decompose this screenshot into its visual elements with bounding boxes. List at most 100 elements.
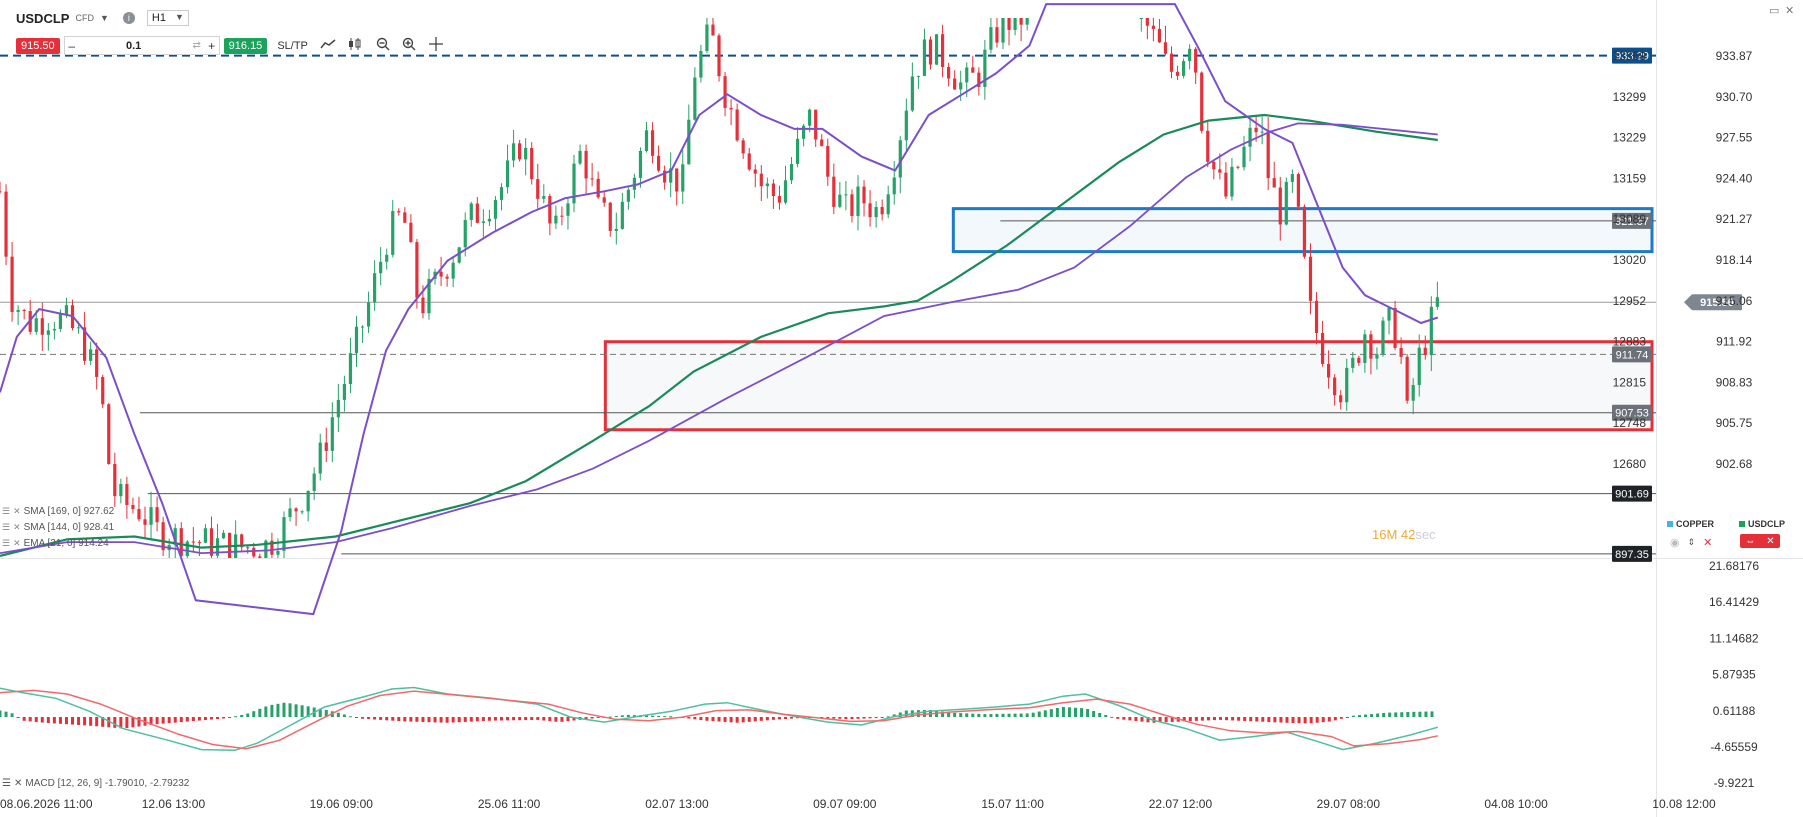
- candle-bull: [638, 150, 643, 178]
- legend-copper[interactable]: COPPER: [1667, 519, 1714, 529]
- level-label-907.53: 907.53: [1615, 408, 1649, 420]
- reorder-icon[interactable]: ⇔: [1745, 535, 1756, 547]
- zoom-in-icon[interactable]: [402, 37, 416, 54]
- legend-usdclp-label: USDCLP: [1748, 519, 1786, 529]
- candle-bear: [137, 509, 141, 520]
- indicator-remove-icon[interactable]: ✕: [13, 506, 21, 516]
- candle-bull: [1242, 146, 1246, 168]
- minimize-icon[interactable]: ▭: [1769, 5, 1780, 17]
- visibility-icon[interactable]: ◉: [1670, 537, 1680, 549]
- close-icon[interactable]: ✕: [1785, 5, 1795, 17]
- indicator-settings-icon[interactable]: ☰: [2, 506, 11, 516]
- macd-histogram-bar-negative: [16, 717, 20, 719]
- indicator-settings-icon[interactable]: ☰: [2, 538, 11, 548]
- time-tick: 04.08 10:00: [1484, 797, 1548, 811]
- macd-histogram-bar-negative: [71, 717, 75, 725]
- indicator-settings-icon[interactable]: ☰: [2, 522, 11, 532]
- macd-histogram-bar-positive: [1412, 711, 1416, 718]
- timeframe-select[interactable]: H1 ▼: [146, 10, 189, 26]
- candle-bull: [119, 484, 123, 497]
- macd-histogram-bar-negative: [868, 717, 872, 719]
- buy-button[interactable]: 916.15: [223, 37, 268, 54]
- macd-histogram-bar-negative: [856, 717, 860, 719]
- macd-histogram-bar-negative: [1140, 717, 1144, 722]
- legend-copper-label: COPPER: [1676, 519, 1715, 529]
- info-icon[interactable]: i: [122, 12, 135, 24]
- macd-histogram-bar-negative: [481, 717, 485, 722]
- line-chart-icon[interactable]: [320, 38, 336, 53]
- indicator-macd[interactable]: ☰ ✕ MACD [12, 26, 9] -1.79010, -2.79232: [2, 778, 189, 789]
- candle-bull: [336, 399, 340, 418]
- indicator-sma169[interactable]: ☰ ✕ SMA [169, 0] 927.62: [2, 506, 114, 517]
- volume-increase-button[interactable]: +: [208, 38, 216, 53]
- crosshair-icon[interactable]: [428, 36, 444, 55]
- candle-bear: [1169, 53, 1174, 72]
- candle-bull: [1435, 297, 1439, 307]
- candles-icon[interactable]: [348, 37, 364, 54]
- candle-bull: [391, 211, 395, 255]
- remove-icon[interactable]: ✕: [1703, 537, 1713, 549]
- copper-tick: 12680: [1613, 457, 1647, 471]
- macd-histogram-bar-negative: [185, 717, 189, 722]
- reorder-icon[interactable]: ⇕: [1687, 537, 1696, 547]
- candle-bull: [457, 247, 461, 263]
- timer-minutes: 16M: [1372, 527, 1398, 542]
- macd-histogram-bar-positive: [1013, 713, 1017, 718]
- candle-bear: [548, 196, 552, 224]
- symbol-dropdown-icon[interactable]: ▼: [99, 13, 109, 23]
- time-tick: 09.07 09:00: [813, 797, 877, 811]
- time-tick: 12.06 13:00: [142, 797, 206, 811]
- macd-histogram-bar-positive: [264, 706, 268, 718]
- indicator-sma144[interactable]: ☰ ✕ SMA [144, 0] 928.41: [2, 522, 114, 533]
- macd-histogram-bar-negative: [1225, 717, 1229, 721]
- macd-histogram-bar-positive: [608, 716, 612, 718]
- candle-bull: [844, 194, 848, 196]
- macd-histogram-bar-positive: [947, 712, 951, 718]
- macd-tick: 16.41429: [1709, 595, 1759, 609]
- candle-bull: [892, 177, 896, 195]
- macd-histogram-bar-positive: [306, 706, 310, 718]
- macd-histogram-bar-negative: [457, 717, 461, 723]
- macd-histogram-bar-negative: [1170, 717, 1174, 722]
- panel-divider: [0, 558, 1803, 559]
- candle-bull: [173, 528, 177, 546]
- candle-bear: [868, 203, 872, 218]
- swap-icon[interactable]: ⇄: [192, 40, 201, 51]
- volume-stepper: – ⇄ +: [63, 36, 220, 55]
- level-label-901.69: 901.69: [1615, 489, 1649, 501]
- candle-bull: [348, 353, 353, 384]
- macd-histogram-bar-negative: [433, 717, 437, 723]
- volume-input[interactable]: [78, 38, 189, 53]
- copper-tick: 12748: [1613, 416, 1647, 430]
- sltp-button[interactable]: SL/TP: [277, 39, 308, 52]
- candle-bear: [977, 72, 981, 87]
- macd-histogram-bar-positive: [1104, 714, 1108, 718]
- macd-histogram-bar-positive: [645, 715, 649, 718]
- indicator-remove-icon[interactable]: ✕: [13, 538, 21, 548]
- candle-bull: [626, 189, 630, 202]
- zoom-out-icon[interactable]: [376, 37, 390, 54]
- macd-histogram-bar-positive: [1388, 712, 1392, 718]
- indicator-ema21[interactable]: ☰ ✕ EMA [21, 0] 914.24: [2, 538, 109, 549]
- macd-histogram-bar-negative: [880, 717, 884, 719]
- usdclp-controls[interactable]: ⇔ ✕: [1740, 534, 1780, 548]
- indicator-remove-icon[interactable]: ✕: [13, 778, 23, 789]
- candle-bull: [934, 34, 939, 65]
- macd-histogram-bar-positive: [1043, 710, 1047, 718]
- indicator-remove-icon[interactable]: ✕: [13, 522, 21, 532]
- macd-histogram-bar-negative: [1249, 717, 1253, 722]
- legend-usdclp[interactable]: USDCLP: [1739, 519, 1785, 529]
- sell-button[interactable]: 915.50: [16, 37, 60, 54]
- candle-bull: [916, 75, 921, 77]
- candle-bull: [312, 473, 316, 491]
- remove-icon[interactable]: ✕: [1766, 535, 1775, 547]
- macd-histogram-bar-negative: [361, 717, 365, 719]
- copper-tick: 13369: [1613, 49, 1647, 63]
- volume-decrease-button[interactable]: –: [68, 38, 75, 53]
- macd-histogram-bar-positive: [336, 712, 340, 718]
- candle-bull: [360, 326, 365, 328]
- candle-bull: [469, 203, 473, 221]
- indicator-settings-icon[interactable]: ☰: [2, 778, 11, 789]
- candle-bull: [783, 180, 788, 203]
